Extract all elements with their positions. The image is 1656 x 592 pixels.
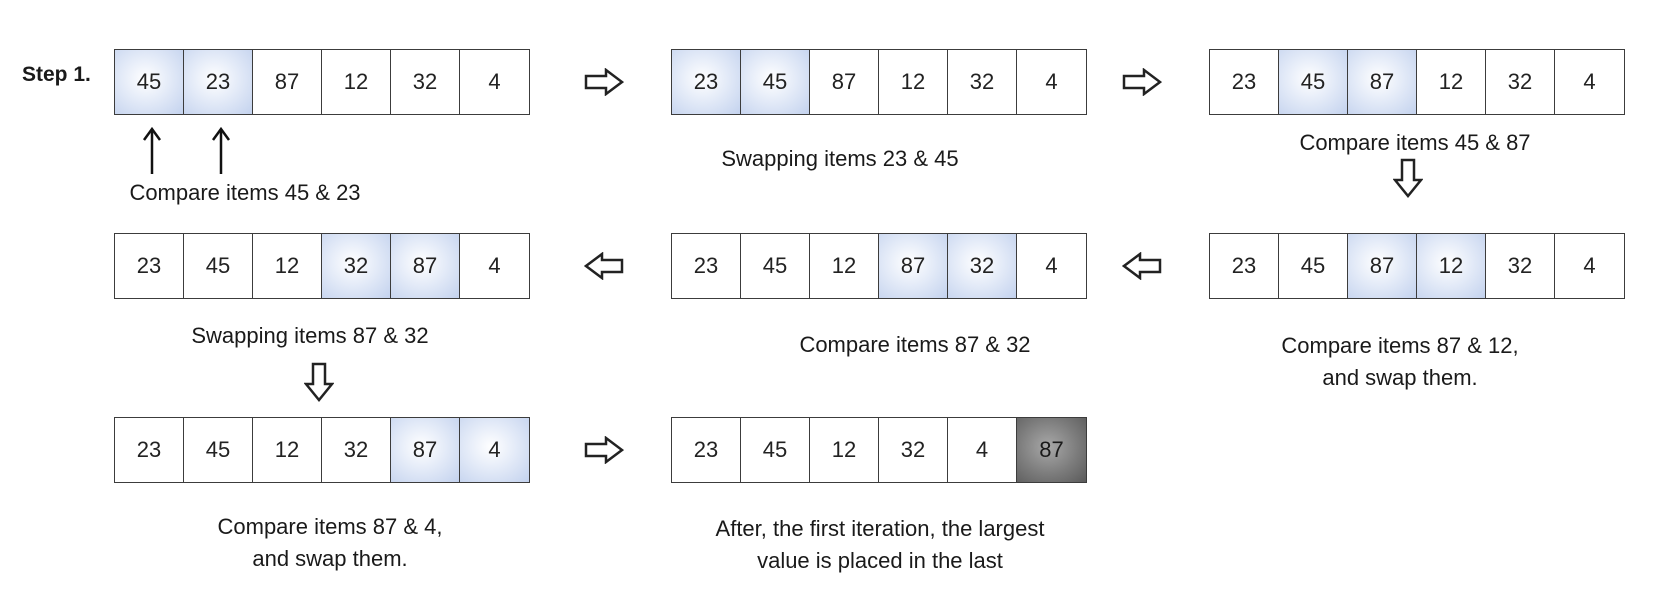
array-cell: 32: [322, 418, 391, 482]
caption-compare-87-12: Compare items 87 & 12, and swap them.: [1220, 330, 1580, 394]
right-arrow-icon: [584, 436, 624, 464]
array-cell: 32: [391, 50, 460, 114]
caption-compare-45-87: Compare items 45 & 87: [1210, 127, 1620, 159]
down-arrow-icon: [1393, 158, 1423, 198]
up-arrow-icon: [142, 126, 162, 174]
array-cell: 32: [879, 418, 948, 482]
array-cell: 23: [1210, 50, 1279, 114]
array-cell: 4: [1045, 253, 1058, 278]
array-cell: 45: [741, 418, 810, 482]
array-cell: 12: [322, 50, 391, 114]
step-label: Step 1.: [22, 63, 91, 86]
array-cell: 23: [1210, 234, 1279, 298]
array-cell: 32: [1486, 50, 1555, 114]
array-cell: 87: [810, 50, 879, 114]
array-r2-3: 23 45 87 12 32 4: [1209, 233, 1625, 299]
array-cell: 45: [1279, 50, 1348, 114]
array-cell: 45: [184, 234, 253, 298]
left-arrow-icon: [1122, 252, 1162, 280]
array-cell: 23: [115, 234, 184, 298]
array-cell: 87: [1348, 50, 1417, 114]
array-cell: 23: [672, 50, 741, 114]
array-cell: 45: [1279, 234, 1348, 298]
array-cell: 87: [253, 50, 322, 114]
caption-line: Compare items 45 & 23: [129, 180, 361, 205]
array-cell: 4: [1583, 253, 1596, 278]
array-r2-1: 23 45 12 32 87 4: [114, 233, 530, 299]
caption-compare-87-4: Compare items 87 & 4, and swap them.: [150, 511, 510, 575]
caption-line: Swapping items 87 & 32: [191, 323, 429, 348]
array-r1-3: 23 45 87 12 32 4: [1209, 49, 1625, 115]
array-cell: 12: [810, 418, 879, 482]
array-cell: 32: [1486, 234, 1555, 298]
caption-compare-87-32: Compare items 87 & 32: [740, 329, 1090, 361]
array-cell: 12: [810, 234, 879, 298]
array-r3-2: 23 45 12 32 4 87: [671, 417, 1087, 483]
caption-final: After, the first iteration, the largest v…: [660, 513, 1100, 577]
array-cell: 45: [741, 50, 810, 114]
array-cell: 32: [322, 234, 391, 298]
caption-line: Compare items 87 & 12,: [1281, 333, 1519, 358]
array-cell: 4: [488, 253, 501, 278]
array-cell: 87: [879, 234, 948, 298]
array-cell: 87: [391, 418, 460, 482]
array-cell: 4: [460, 418, 529, 482]
array-cell: 32: [948, 50, 1017, 114]
caption-swap-87-32: Swapping items 87 & 32: [140, 320, 480, 352]
array-cell: 87: [391, 234, 460, 298]
up-arrow-icon: [211, 126, 231, 174]
array-cell: 45: [184, 418, 253, 482]
caption-line: Compare items 87 & 32: [799, 332, 1031, 357]
array-r1-1: 45 23 87 12 32 4: [114, 49, 530, 115]
caption-line: and swap them.: [1322, 365, 1478, 390]
right-arrow-icon: [1122, 68, 1162, 96]
array-cell: 12: [1417, 50, 1486, 114]
array-cell: 12: [879, 50, 948, 114]
array-cell: 12: [253, 418, 322, 482]
array-cell: 32: [948, 234, 1017, 298]
caption-swap-23-45: Swapping items 23 & 45: [670, 143, 1010, 175]
caption-line: value is placed in the last: [757, 548, 1003, 573]
caption-line: and swap them.: [252, 546, 408, 571]
caption-line: Compare items 87 & 4,: [217, 514, 443, 539]
array-cell: 23: [672, 418, 741, 482]
array-r3-1: 23 45 12 32 87 4: [114, 417, 530, 483]
right-arrow-icon: [584, 68, 624, 96]
array-cell: 87: [1017, 418, 1086, 482]
array-cell: 23: [184, 50, 253, 114]
left-arrow-icon: [584, 252, 624, 280]
caption-line: After, the first iteration, the largest: [715, 516, 1045, 541]
array-cell: 87: [1348, 234, 1417, 298]
array-cell: 4: [1045, 69, 1058, 94]
array-r1-2: 23 45 87 12 32 4: [671, 49, 1087, 115]
array-cell: 12: [1417, 234, 1486, 298]
array-cell: 4: [488, 69, 501, 94]
array-cell: 23: [672, 234, 741, 298]
array-cell: 45: [115, 50, 184, 114]
array-cell: 23: [115, 418, 184, 482]
caption-line: Compare items 45 & 87: [1299, 130, 1531, 155]
array-cell: 12: [253, 234, 322, 298]
array-cell: 45: [741, 234, 810, 298]
caption-line: Swapping items 23 & 45: [721, 146, 959, 171]
down-arrow-icon: [304, 362, 334, 402]
array-r2-2: 23 45 12 87 32 4: [671, 233, 1087, 299]
array-cell: 4: [1583, 69, 1596, 94]
array-cell: 4: [948, 418, 1017, 482]
caption-compare-45-23: Compare items 45 & 23: [100, 177, 390, 209]
